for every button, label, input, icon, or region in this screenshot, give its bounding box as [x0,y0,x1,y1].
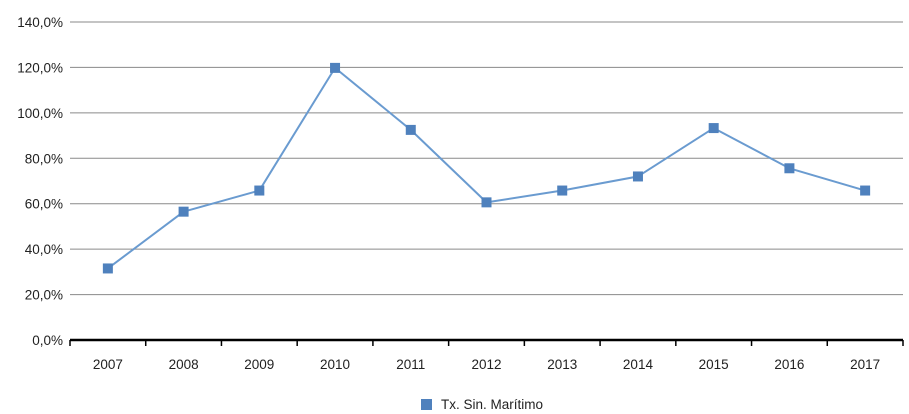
data-point-marker [557,185,568,196]
x-tick-label: 2007 [93,357,123,372]
y-tick-label: 20,0% [25,288,63,303]
x-tick-label: 2013 [547,357,577,372]
legend-label: Tx. Sin. Marítimo [441,397,543,412]
series-tx-sin-maritimo [102,62,871,274]
y-tick-label: 140,0% [17,15,63,30]
gridlines [70,21,903,296]
data-point-marker [632,171,643,182]
y-tick-label: 100,0% [17,106,63,121]
x-tick-label: 2014 [623,357,654,372]
legend-marker-icon [421,399,432,410]
data-point-marker [784,163,795,174]
x-tick-label: 2009 [244,357,274,372]
x-tick-label: 2008 [169,357,199,372]
data-point-marker [405,124,416,135]
data-point-marker [254,185,265,196]
data-point-marker [481,197,492,208]
x-tick-label: 2016 [774,357,804,372]
data-point-marker [178,206,189,217]
x-tick-label: 2010 [320,357,350,372]
data-point-marker [860,185,871,196]
y-tick-label: 120,0% [17,60,63,75]
series-line [107,66,866,270]
y-axis-tick-labels: 0,0% 20,0% 40,0% 60,0% 80,0% 100,0% 120,0% 140,… [17,15,63,348]
x-tick-label: 2017 [850,357,880,372]
data-point-marker [330,62,341,73]
legend: Tx. Sin. Marítimo [421,397,543,412]
data-point-marker [708,123,719,134]
x-tick-label: 2015 [699,357,729,372]
x-axis [69,338,904,346]
data-point-marker [102,263,113,274]
x-axis-tick-labels: 2007 2008 2009 2010 2011 2012 2013 2014 2015 2016… [93,357,880,372]
y-tick-label: 80,0% [25,151,63,166]
x-tick-label: 2012 [471,357,501,372]
y-tick-label: 0,0% [32,333,63,348]
y-tick-label: 60,0% [25,197,63,212]
y-tick-label: 40,0% [25,242,63,257]
x-tick-label: 2011 [396,357,425,372]
